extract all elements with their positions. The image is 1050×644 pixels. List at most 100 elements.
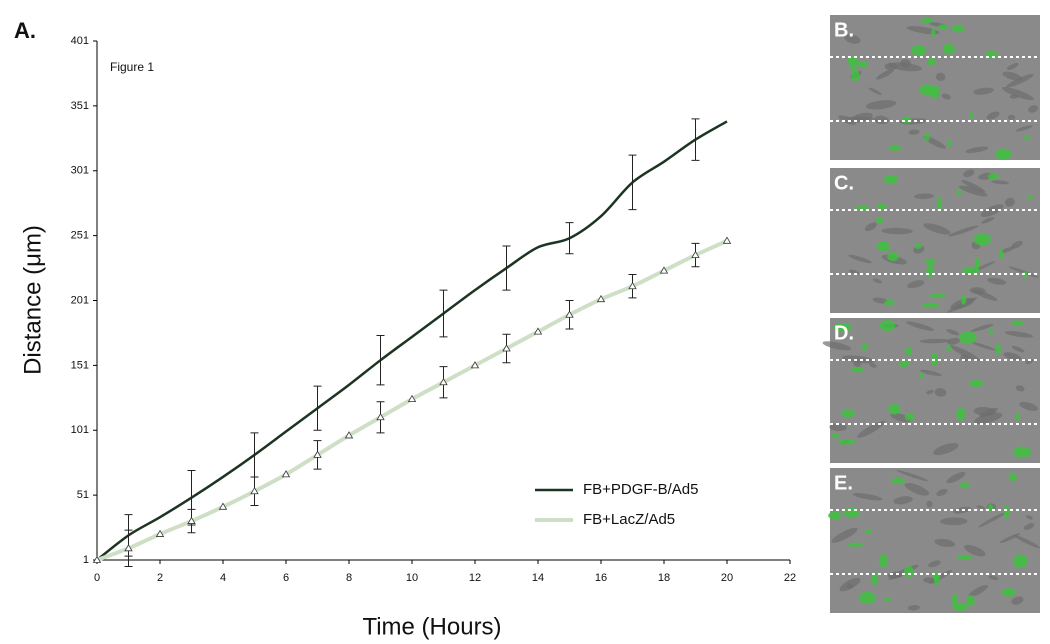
- marker: [124, 544, 133, 552]
- y-tick-label: 401: [71, 35, 89, 47]
- cell: [934, 538, 956, 547]
- fluorescent-cell: [878, 554, 889, 568]
- cell: [935, 72, 946, 82]
- fluorescent-cell: [828, 511, 843, 520]
- fluorescent-cell: [1027, 194, 1033, 200]
- cell: [1000, 246, 1015, 254]
- fluorescent-cell: [855, 205, 870, 211]
- fluorescent-cell: [904, 347, 913, 356]
- x-tick-label: 20: [721, 572, 733, 584]
- cell: [940, 517, 968, 526]
- x-tick-label: 14: [532, 572, 544, 584]
- marker: [376, 412, 385, 421]
- fluorescent-cell: [942, 43, 955, 55]
- fluorescent-cell: [888, 145, 901, 151]
- marker: [533, 327, 543, 335]
- cell: [946, 329, 960, 336]
- x-tick-label: 18: [658, 572, 670, 584]
- fluorescent-cell: [884, 299, 895, 306]
- x-tick-label: 8: [346, 572, 352, 584]
- cell: [971, 342, 997, 351]
- fluorescent-cell: [969, 112, 974, 119]
- cell: [1015, 385, 1025, 392]
- fluorescent-cell: [840, 409, 855, 418]
- cell: [1023, 523, 1035, 531]
- cell: [831, 527, 858, 543]
- cell: [829, 423, 847, 432]
- cell: [919, 338, 951, 344]
- cell: [976, 505, 986, 510]
- cell: [920, 369, 942, 377]
- y-tick-label: 51: [77, 489, 89, 501]
- y-tick-label: 251: [71, 230, 89, 242]
- cell: [947, 337, 961, 345]
- cell: [876, 68, 895, 80]
- fluorescent-cell: [891, 477, 905, 484]
- cell: [853, 360, 862, 367]
- fluorescent-cell: [833, 323, 852, 333]
- cell: [907, 280, 925, 289]
- cell: [908, 129, 920, 135]
- fluorescent-cell: [927, 57, 936, 67]
- fluorescent-cell: [995, 343, 1001, 356]
- y-axis-label: Distance (μm): [19, 225, 46, 375]
- cell: [905, 321, 935, 331]
- fluorescent-cell: [1023, 136, 1031, 141]
- fluorescent-cell: [1008, 472, 1017, 482]
- cell: [1002, 71, 1022, 81]
- fluorescent-cell: [936, 196, 942, 210]
- cell: [852, 493, 883, 501]
- fluorescent-cell: [924, 132, 930, 142]
- cell: [948, 225, 979, 237]
- fluorescent-cell: [879, 320, 896, 332]
- fluorescent-cell: [876, 241, 890, 252]
- x-tick-label: 6: [283, 572, 289, 584]
- fluorescent-cell: [1013, 446, 1032, 458]
- marker: [439, 377, 448, 386]
- cell: [926, 389, 934, 395]
- fluorescent-cell: [1012, 554, 1028, 569]
- fluorescent-cell: [959, 331, 977, 344]
- marker: [502, 344, 511, 352]
- fluorescent-cell: [1022, 271, 1028, 279]
- cell: [974, 412, 1003, 424]
- fluorescent-cell: [904, 413, 915, 421]
- fluorescent-cell: [858, 591, 876, 605]
- fluorescent-cell: [850, 64, 856, 71]
- cell: [868, 87, 882, 95]
- fluorescent-cell: [956, 189, 962, 196]
- cell: [988, 575, 999, 581]
- marker: [722, 236, 732, 244]
- x-axis-label: Time (Hours): [362, 613, 501, 640]
- cell: [936, 488, 948, 497]
- error-bar: [439, 289, 448, 338]
- cell: [1019, 401, 1038, 411]
- cell: [973, 407, 996, 416]
- fluorescent-cell: [951, 24, 965, 33]
- cell: [968, 585, 988, 598]
- fluorescent-cell: [884, 597, 891, 603]
- marker: [155, 529, 165, 537]
- fluorescent-cell: [901, 116, 912, 124]
- cell: [933, 443, 959, 456]
- marker: [691, 250, 700, 258]
- fluorescent-cell: [850, 367, 865, 373]
- cell: [838, 115, 856, 125]
- marker: [344, 431, 354, 439]
- marker: [313, 450, 322, 458]
- cell: [923, 223, 951, 235]
- fluorescent-cell: [888, 403, 901, 415]
- x-tick-label: 0: [94, 572, 100, 584]
- fluorescent-cell: [931, 28, 936, 38]
- fluorescent-cell: [911, 44, 927, 56]
- marker: [659, 266, 669, 274]
- error-bar: [502, 245, 511, 291]
- fluorescent-cell: [920, 18, 934, 23]
- panel-label: E.: [834, 472, 853, 494]
- fluorescent-cell: [969, 379, 984, 387]
- micrograph-panel: D.: [822, 318, 1040, 463]
- fluorescent-cell: [837, 438, 856, 445]
- marker: [187, 516, 196, 524]
- cell: [973, 87, 994, 95]
